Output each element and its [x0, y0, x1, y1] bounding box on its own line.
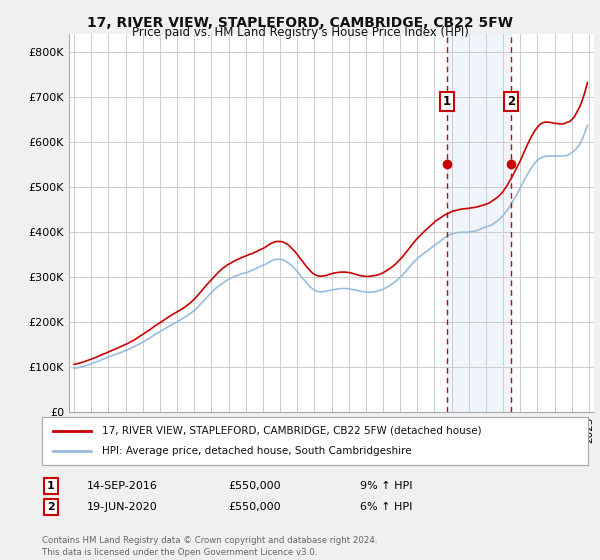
- Text: 19-JUN-2020: 19-JUN-2020: [87, 502, 158, 512]
- Text: 2: 2: [507, 95, 515, 108]
- Text: 17, RIVER VIEW, STAPLEFORD, CAMBRIDGE, CB22 5FW: 17, RIVER VIEW, STAPLEFORD, CAMBRIDGE, C…: [87, 16, 513, 30]
- Text: £550,000: £550,000: [228, 502, 281, 512]
- Text: 2: 2: [47, 502, 55, 512]
- Text: 17, RIVER VIEW, STAPLEFORD, CAMBRIDGE, CB22 5FW (detached house): 17, RIVER VIEW, STAPLEFORD, CAMBRIDGE, C…: [102, 426, 482, 436]
- Text: 6% ↑ HPI: 6% ↑ HPI: [360, 502, 412, 512]
- Text: Price paid vs. HM Land Registry's House Price Index (HPI): Price paid vs. HM Land Registry's House …: [131, 26, 469, 39]
- Text: £550,000: £550,000: [228, 481, 281, 491]
- Bar: [446, 34, 511, 412]
- Text: Contains HM Land Registry data © Crown copyright and database right 2024.
This d: Contains HM Land Registry data © Crown c…: [42, 536, 377, 557]
- Text: 9% ↑ HPI: 9% ↑ HPI: [360, 481, 413, 491]
- Text: HPI: Average price, detached house, South Cambridgeshire: HPI: Average price, detached house, Sout…: [102, 446, 412, 456]
- Text: 1: 1: [47, 481, 55, 491]
- Text: 1: 1: [443, 95, 451, 108]
- Text: 14-SEP-2016: 14-SEP-2016: [87, 481, 158, 491]
